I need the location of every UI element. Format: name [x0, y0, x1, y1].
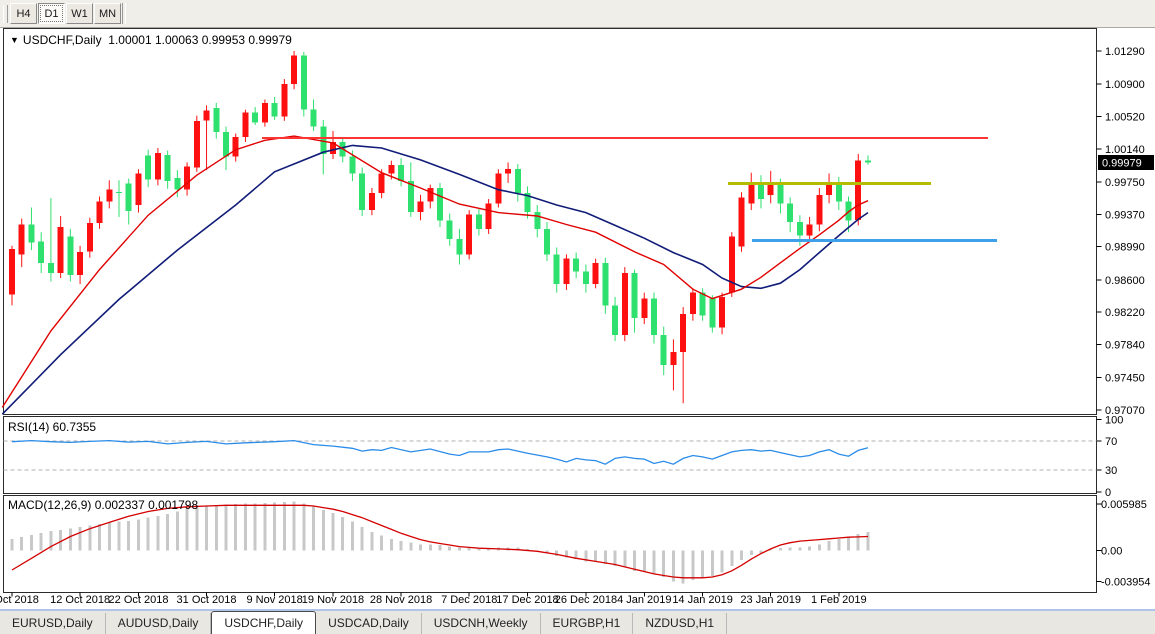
- rsi-axis-label: 30: [1105, 465, 1117, 477]
- date-axis-label: 28 Nov 2018: [370, 594, 432, 606]
- date-axis-label: 17 Dec 2018: [496, 594, 558, 606]
- timeframe-toolbar: H4 D1 W1 MN: [0, 0, 1155, 28]
- rsi-axis-label: 70: [1105, 436, 1117, 448]
- chart-tab-usdcnh[interactable]: USDCNH,Weekly: [422, 613, 541, 634]
- chart-tab-audusd[interactable]: AUDUSD,Daily: [106, 613, 212, 634]
- price-axis-label: 1.00900: [1105, 79, 1145, 91]
- macd-axis-label: 0.005985: [1101, 499, 1147, 511]
- date-axis-label: 9 Nov 2018: [246, 594, 302, 606]
- macd-indicator-label: MACD(12,26,9) 0.002337 0.001798: [8, 498, 199, 512]
- price-axis-label: 1.00140: [1105, 144, 1145, 156]
- date-axis-label: 3 Oct 2018: [0, 594, 39, 606]
- price-axis-label: 0.98220: [1105, 307, 1145, 319]
- main-panel-frame: [3, 28, 1097, 415]
- date-axis-label: 14 Jan 2019: [672, 594, 733, 606]
- chart-area[interactable]: 1.01290 1.00900 1.00520 1.00140 0.99750 0.993…: [0, 0, 1155, 609]
- date-axis-label: 7 Dec 2018: [441, 594, 497, 606]
- chart-tab-eurgbp[interactable]: EURGBP,H1: [541, 613, 634, 634]
- price-axis-label: 0.97070: [1105, 405, 1145, 417]
- date-axis-label: 26 Dec 2018: [555, 594, 617, 606]
- macd-signal-line: [11, 504, 869, 579]
- date-axis-label: 12 Oct 2018: [50, 594, 110, 606]
- price-axis-label: 0.99750: [1105, 177, 1145, 189]
- price-axis-label: 1.01290: [1105, 46, 1145, 58]
- toolbar-grip-icon[interactable]: [3, 5, 8, 23]
- rsi-axis-label: 0: [1105, 487, 1111, 499]
- price-axis-label: 0.99370: [1105, 209, 1145, 221]
- ma-fast-line: [1, 135, 869, 408]
- chart-tab-nzdusd[interactable]: NZDUSD,H1: [633, 613, 728, 634]
- timeframe-button-mn[interactable]: MN: [94, 3, 121, 24]
- chart-symbol-header: ▼ USDCHF,Daily 1.00001 1.00063 0.99953 0.…: [10, 33, 292, 47]
- date-axis-label: 23 Jan 2019: [740, 594, 801, 606]
- price-axis-label: 0.97840: [1105, 340, 1145, 352]
- chart-tab-bar: EURUSD,Daily AUDUSD,Daily USDCHF,Daily USDC…: [0, 609, 1155, 634]
- symbol-name: USDCHF,Daily: [22, 33, 102, 47]
- ma-slow-line: [1, 144, 869, 415]
- rsi-panel-frame: [3, 416, 1097, 494]
- timeframe-button-w1[interactable]: W1: [66, 3, 93, 24]
- toolbar-separator: [122, 3, 126, 24]
- price-axis-label: 0.98990: [1105, 242, 1145, 254]
- current-price-tag-text: 0.99979: [1102, 158, 1142, 170]
- macd-axis-label: -0.003954: [1101, 576, 1151, 588]
- price-axis-label: 1.00520: [1105, 112, 1145, 124]
- chart-tab-usdchf[interactable]: USDCHF,Daily: [211, 611, 317, 634]
- chart-tab-eurusd[interactable]: EURUSD,Daily: [0, 613, 106, 634]
- current-price-tag: [1098, 155, 1154, 170]
- symbol-dropdown-icon[interactable]: ▼: [10, 35, 19, 45]
- timeframe-button-h4[interactable]: H4: [10, 3, 37, 24]
- rsi-line: [11, 439, 869, 465]
- price-axis-label: 0.97450: [1105, 373, 1145, 385]
- date-axis-label: 22 Oct 2018: [109, 594, 169, 606]
- date-axis-label: 31 Oct 2018: [177, 594, 237, 606]
- rsi-axis-label: 100: [1105, 414, 1123, 426]
- rsi-indicator-label: RSI(14) 60.7355: [8, 420, 97, 434]
- macd-axis-label: 0.00: [1101, 546, 1122, 558]
- symbol-ohlc-values: 1.00001 1.00063 0.99953 0.99979: [108, 33, 292, 47]
- price-axis-label: 0.98600: [1105, 275, 1145, 287]
- chart-tab-usdcad[interactable]: USDCAD,Daily: [316, 613, 422, 634]
- date-axis-label: 19 Nov 2018: [302, 594, 364, 606]
- date-axis-label: 1 Feb 2019: [811, 594, 867, 606]
- macd-histogram: [10, 501, 870, 584]
- date-axis-label: 4 Jan 2019: [617, 594, 671, 606]
- timeframe-button-d1[interactable]: D1: [38, 3, 65, 24]
